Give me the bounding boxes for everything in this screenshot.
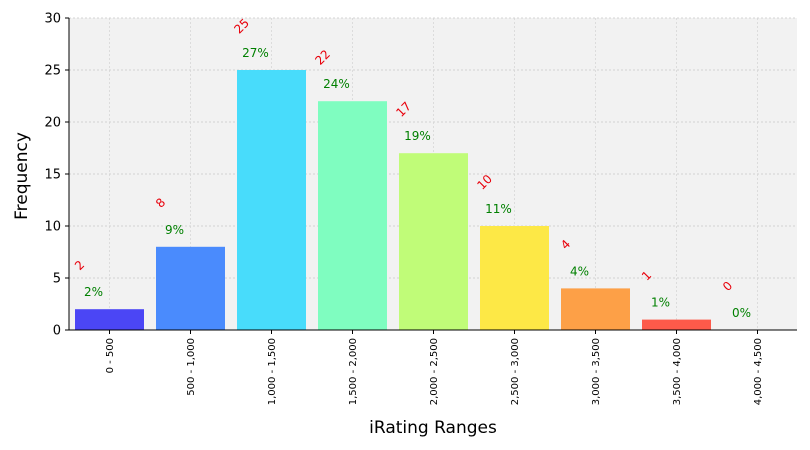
- y-tick-label: 25: [44, 64, 61, 79]
- bar: [642, 319, 711, 330]
- x-tick-label: 500 - 1,000: [186, 338, 197, 396]
- bar: [237, 70, 306, 330]
- x-tick-label: 3,000 - 3,500: [591, 338, 602, 405]
- bar: [318, 101, 387, 330]
- y-tick-label: 0: [53, 324, 61, 339]
- bars: [75, 70, 711, 330]
- bar: [561, 288, 630, 330]
- x-tick-label: 1,500 - 2,000: [348, 338, 359, 405]
- x-ticks: 0 - 500 500 - 1,000 1,000 - 1,500 1,500 - 2…: [105, 330, 764, 405]
- x-tick-label: 4,000 - 4,500: [753, 338, 764, 405]
- x-tick-label: 2,000 - 2,500: [429, 338, 440, 405]
- y-axis-title: Frequency: [12, 132, 32, 220]
- bar: [156, 246, 225, 330]
- x-tick-label: 2,500 - 3,000: [510, 338, 521, 405]
- x-tick-label: 3,500 - 4,000: [672, 338, 683, 405]
- percent-label: 2%: [84, 285, 103, 299]
- x-axis-title: iRating Ranges: [369, 418, 497, 438]
- percent-label: 24%: [323, 77, 350, 91]
- percent-label: 9%: [165, 223, 184, 237]
- y-tick-label: 10: [44, 220, 61, 235]
- y-ticks: 0 5 10 15 20 25 30: [44, 12, 69, 339]
- y-tick-label: 5: [53, 272, 61, 287]
- bar: [480, 226, 549, 330]
- percent-label: 19%: [404, 129, 431, 143]
- x-tick-label: 0 - 500: [105, 338, 116, 373]
- y-tick-label: 30: [44, 12, 61, 27]
- bar: [399, 153, 468, 330]
- x-tick-label: 1,000 - 1,500: [267, 338, 278, 405]
- percent-label: 1%: [651, 296, 670, 310]
- percent-label: 11%: [485, 202, 512, 216]
- y-tick-label: 20: [44, 116, 61, 131]
- percent-label: 4%: [570, 264, 589, 278]
- percent-label: 0%: [732, 306, 751, 320]
- percent-label: 27%: [242, 46, 269, 60]
- y-tick-label: 15: [44, 168, 61, 183]
- bar: [75, 309, 144, 330]
